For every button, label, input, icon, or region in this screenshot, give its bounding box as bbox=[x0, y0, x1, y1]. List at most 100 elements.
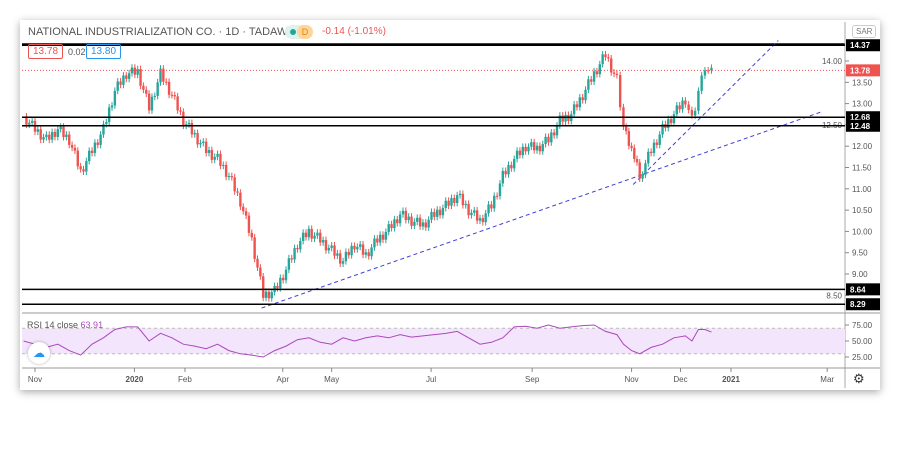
candle-body bbox=[87, 150, 91, 162]
candle-body bbox=[644, 163, 647, 175]
ask-price[interactable]: 13.80 bbox=[86, 44, 122, 59]
candle-body bbox=[361, 244, 365, 255]
candle-body bbox=[204, 141, 208, 154]
candle-body bbox=[293, 248, 296, 260]
candle-body bbox=[493, 195, 496, 209]
rsi-value: 63.91 bbox=[80, 320, 104, 330]
trendline bbox=[261, 111, 821, 309]
candle-body bbox=[430, 211, 433, 220]
candle-body bbox=[324, 240, 328, 251]
candle-body bbox=[410, 216, 413, 226]
candle-body bbox=[418, 217, 422, 227]
candle-body bbox=[267, 291, 271, 299]
level-label-bg bbox=[846, 119, 880, 132]
candle-body bbox=[307, 228, 311, 238]
candle-body bbox=[687, 104, 690, 110]
rsi-band bbox=[22, 328, 845, 354]
candle-body bbox=[45, 134, 48, 138]
symbol-title[interactable]: NATIONAL INDUSTRIALIZATION CO. · 1D · TA… bbox=[28, 26, 302, 38]
candle-body bbox=[384, 231, 388, 240]
candle-body bbox=[162, 68, 165, 82]
candle-body bbox=[672, 114, 676, 124]
candle-body bbox=[376, 238, 379, 243]
candle-body bbox=[421, 222, 425, 227]
candle-body bbox=[638, 162, 641, 179]
candle-body bbox=[65, 134, 68, 138]
candle-body bbox=[498, 183, 502, 197]
last-price-label: 13.78 bbox=[850, 66, 871, 75]
candle-body bbox=[535, 145, 539, 151]
bid-price[interactable]: 13.78 bbox=[28, 44, 64, 59]
candle-body bbox=[684, 100, 687, 105]
candle-body bbox=[547, 136, 550, 143]
trendline bbox=[632, 40, 779, 185]
x-tick-label: Dec bbox=[673, 375, 687, 384]
candle-body bbox=[436, 209, 439, 217]
rsi-label: RSI 14 close bbox=[27, 320, 79, 330]
candle-body bbox=[532, 142, 536, 151]
candle-body bbox=[641, 174, 644, 179]
candle-body bbox=[125, 75, 128, 79]
candle-body bbox=[190, 122, 194, 135]
candle-body bbox=[706, 70, 710, 72]
candle-body bbox=[478, 218, 482, 221]
x-tick-label: 2020 bbox=[126, 375, 144, 384]
gear-icon[interactable]: ⚙ bbox=[853, 371, 865, 386]
candle-body bbox=[270, 292, 273, 299]
candle-body bbox=[250, 232, 253, 238]
candle-body bbox=[99, 134, 102, 145]
candle-body bbox=[339, 253, 342, 264]
y-tick-label: 10.50 bbox=[852, 206, 873, 215]
y-tick-label: 9.50 bbox=[852, 249, 868, 258]
x-tick-label: Apr bbox=[277, 375, 290, 384]
candle-body bbox=[341, 261, 345, 264]
candle-body bbox=[133, 67, 137, 75]
candle-body bbox=[90, 150, 94, 154]
candle-body bbox=[675, 105, 679, 115]
tradingview-logo-icon[interactable]: ☁ bbox=[28, 342, 50, 364]
candle-body bbox=[167, 81, 171, 95]
candle-body bbox=[652, 142, 656, 154]
candle-body bbox=[281, 277, 285, 281]
candle-body bbox=[578, 97, 582, 108]
candle-body bbox=[538, 145, 542, 152]
candle-body bbox=[447, 200, 450, 206]
candle-body bbox=[39, 129, 42, 140]
candle-body bbox=[587, 79, 590, 90]
candle-body bbox=[219, 153, 222, 166]
candle-body bbox=[264, 291, 268, 298]
candle-body bbox=[515, 150, 519, 159]
candle-body bbox=[413, 221, 416, 226]
candle-body bbox=[607, 57, 610, 59]
candle-body bbox=[316, 232, 319, 236]
candle-body bbox=[595, 71, 599, 75]
candle-body bbox=[207, 150, 211, 154]
candle-body bbox=[122, 75, 125, 85]
x-tick-label: 2021 bbox=[722, 375, 740, 384]
candle-body bbox=[615, 73, 619, 76]
candle-body bbox=[416, 217, 419, 222]
level-label: 14.37 bbox=[850, 41, 871, 50]
candle-body bbox=[661, 124, 664, 135]
candle-body bbox=[347, 251, 350, 256]
currency-badge[interactable]: SAR bbox=[852, 25, 877, 38]
candle-body bbox=[484, 213, 487, 223]
candle-body bbox=[649, 151, 653, 154]
candle-body bbox=[396, 219, 399, 224]
candle-body bbox=[690, 109, 694, 116]
level-label-bg bbox=[846, 39, 880, 52]
candle-body bbox=[62, 126, 65, 138]
candle-body bbox=[697, 90, 700, 111]
candle-body bbox=[669, 119, 673, 124]
candle-body bbox=[79, 166, 82, 170]
candle-body bbox=[461, 193, 465, 206]
candle-body bbox=[301, 232, 305, 241]
candle-body bbox=[30, 120, 34, 123]
candle-body bbox=[284, 269, 288, 281]
candle-body bbox=[627, 131, 631, 146]
candle-body bbox=[153, 95, 157, 97]
level-label: 8.64 bbox=[850, 285, 866, 294]
candle-body bbox=[710, 67, 713, 71]
candle-body bbox=[210, 150, 214, 160]
